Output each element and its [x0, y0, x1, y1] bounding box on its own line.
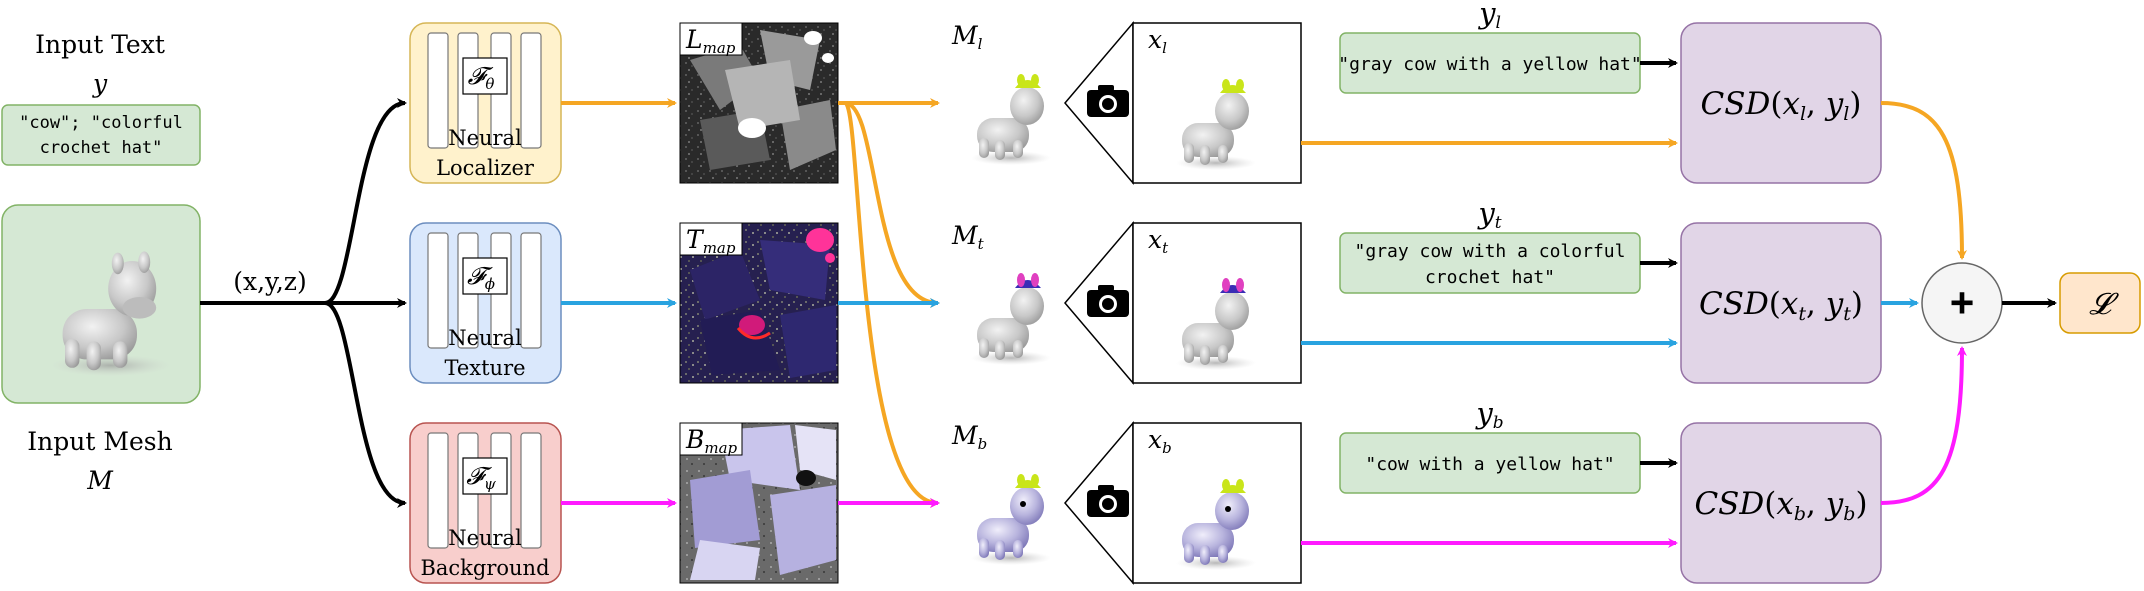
- sum-node: +: [1921, 262, 2003, 344]
- input-text-title: Input Text: [35, 30, 165, 59]
- render-b-cow: [1176, 479, 1256, 570]
- mesh-l-cow: [971, 74, 1051, 165]
- localizer-map: Lmap: [679, 22, 839, 184]
- localizer-label-line1: Neural: [448, 126, 522, 150]
- csd-b-formula: CSD(xb, yb): [1694, 486, 1867, 525]
- prompt-t: yt "gray cow with a colorful crochet hat…: [1339, 196, 1678, 294]
- texture-map-label: Tmap: [686, 225, 736, 257]
- background-map-label: Bmap: [685, 425, 738, 457]
- branch-arrow-background: [324, 301, 407, 508]
- coords-branch: (x,y,z): [200, 98, 407, 508]
- prompt-l-label: yl: [1477, 0, 1501, 33]
- localizer-map-label: Lmap: [685, 25, 736, 57]
- localizer-func-box: [462, 57, 508, 95]
- camera-icon-t: [1087, 285, 1129, 317]
- branch-arrow-localizer: [324, 98, 407, 305]
- render-l-label: xl: [1148, 25, 1167, 57]
- camera-icon-b: [1087, 485, 1129, 517]
- input-text-block: Input Text y "cow"; "colorful crochet ha…: [1, 30, 201, 166]
- prompt-b-label: yb: [1474, 396, 1503, 433]
- input-mesh-title: Input Mesh: [27, 427, 172, 456]
- mesh-row-t: Mt xt: [951, 220, 1302, 386]
- background-map: Bmap: [679, 422, 839, 584]
- background-label-line1: Neural: [448, 526, 522, 550]
- arrow-lmap-to-mt: [844, 101, 940, 308]
- input-mesh-symbol: M: [86, 466, 114, 495]
- input-text-symbol: y: [92, 69, 108, 98]
- input-cow-image: [50, 251, 171, 377]
- mesh-row-b: Mb xb: [951, 420, 1302, 586]
- prompt-t-label: yt: [1476, 196, 1501, 233]
- prompt-l: yl "gray cow with a yellow hat": [1338, 0, 1678, 94]
- neural-background: 𝓕ψ Neural Background: [409, 422, 562, 584]
- prompt-t-text-line2: crochet hat": [1425, 267, 1555, 288]
- arrow-csd-b-to-sum: [1880, 346, 1967, 505]
- csd-b: CSD(xb, yb): [1680, 422, 1882, 584]
- mesh-l-label: Ml: [951, 21, 983, 53]
- mesh-b-label: Mb: [951, 421, 987, 453]
- prompt-l-text: "gray cow with a yellow hat": [1338, 54, 1641, 75]
- mesh-row-l: Ml xl: [951, 20, 1302, 186]
- localizer-label-line2: Localizer: [436, 156, 535, 180]
- sum-symbol: +: [1950, 279, 1975, 326]
- background-label-line2: Background: [420, 556, 549, 580]
- localizer-func-symbol: 𝓕θ: [468, 62, 495, 93]
- csd-t-formula: CSD(xt, yt): [1699, 286, 1863, 325]
- render-l-cow: [1176, 79, 1256, 170]
- camera-icon-l: [1087, 85, 1129, 117]
- render-t-label: xt: [1148, 225, 1169, 257]
- input-mesh-block: Input Mesh M: [1, 204, 201, 495]
- csd-l: CSD(xl, yl): [1680, 22, 1882, 184]
- background-func-box: [462, 457, 508, 495]
- prompt-t-text-line1: "gray cow with a colorful: [1355, 241, 1626, 262]
- neural-texture: 𝓕ϕ Neural Texture: [409, 222, 562, 384]
- mesh-t-cow: [971, 273, 1051, 365]
- coords-label: (x,y,z): [233, 267, 306, 296]
- csd-l-formula: CSD(xl, yl): [1701, 86, 1862, 125]
- texture-func-symbol: 𝓕ϕ: [467, 262, 495, 293]
- mesh-t-label: Mt: [951, 221, 985, 253]
- csd-t: CSD(xt, yt): [1680, 222, 1882, 384]
- prompt-b: yb "cow with a yellow hat": [1339, 396, 1678, 494]
- texture-func-box: [462, 257, 508, 295]
- neural-localizer: 𝓕θ Neural Localizer: [409, 22, 562, 184]
- input-prompt-line1: "cow"; "colorful: [19, 113, 183, 133]
- input-prompt-box: [1, 104, 201, 166]
- loss-box: [2059, 272, 2141, 334]
- texture-label-line2: Texture: [444, 356, 525, 380]
- arrow-csd-l-to-sum: [1880, 101, 1967, 260]
- prompt-b-text: "cow with a yellow hat": [1365, 454, 1614, 475]
- texture-map: Tmap: [679, 222, 839, 384]
- render-b-label: xb: [1148, 425, 1172, 457]
- mesh-b-cow: [971, 474, 1051, 565]
- render-t-cow: [1176, 278, 1256, 370]
- loss-node: 𝓛: [2059, 272, 2141, 334]
- input-prompt-line2: crochet hat": [40, 138, 163, 158]
- texture-label-line1: Neural: [448, 326, 522, 350]
